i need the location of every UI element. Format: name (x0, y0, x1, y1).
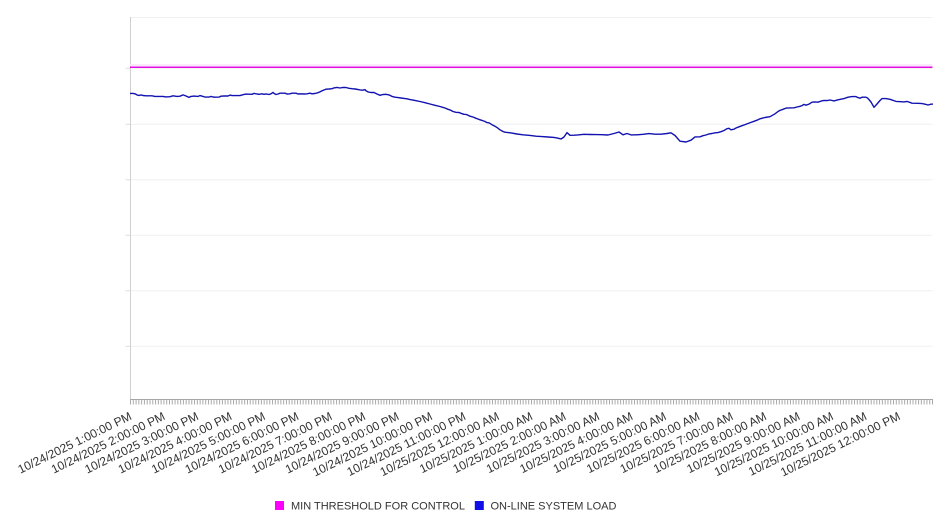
svg-text:MIN THRESHOLD FOR CONTROL: MIN THRESHOLD FOR CONTROL (291, 501, 465, 513)
svg-text:ON-LINE SYSTEM LOAD: ON-LINE SYSTEM LOAD (491, 501, 617, 513)
